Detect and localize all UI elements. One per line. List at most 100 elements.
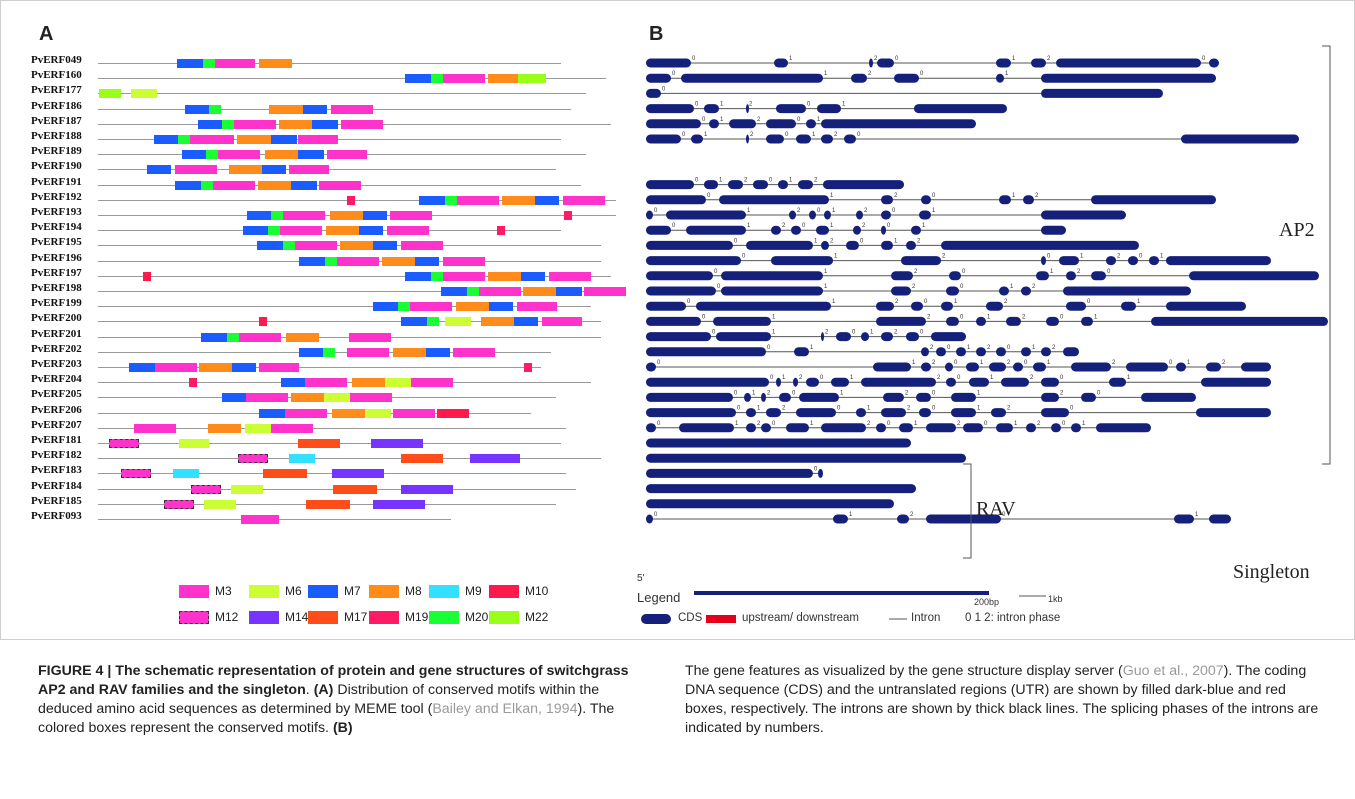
motif-box-m7 — [281, 378, 305, 388]
motif-box-m3 — [259, 363, 299, 372]
caption-a-cite[interactable]: Bailey and Elkan, 1994 — [432, 701, 578, 717]
motif-box-m7 — [201, 332, 227, 342]
cds-exon — [1041, 210, 1126, 220]
gene-label: PvERF185 — [31, 494, 82, 507]
motif-box-m3 — [218, 150, 260, 160]
intron-phase-mark: 0 — [785, 132, 789, 138]
intron-phase-mark: 2 — [942, 254, 946, 260]
motif-box-m8 — [199, 363, 232, 372]
motif-box-m7 — [556, 287, 582, 296]
intron-phase-mark: 0 — [1060, 375, 1064, 381]
intron-phase-mark: 2 — [799, 375, 803, 381]
gene-label: PvERF205 — [31, 388, 82, 401]
motif-box-m3 — [319, 180, 361, 190]
cds-exon — [646, 438, 911, 448]
cds-exon — [821, 423, 866, 433]
cds-legend-swatch — [641, 614, 671, 624]
cds-exon — [646, 377, 769, 387]
intron-phase-mark: 2 — [1032, 284, 1036, 290]
cds-exon — [776, 104, 806, 114]
caption-b-cite[interactable]: Guo et al., 2007 — [1122, 663, 1224, 679]
motif-box-m3 — [285, 408, 327, 418]
motif-box-m8 — [488, 74, 518, 84]
cds-exon — [1041, 256, 1046, 266]
cds-exon — [821, 134, 833, 144]
intron-phase-mark: 2 — [930, 345, 934, 351]
motif-box-m7 — [303, 104, 327, 114]
intron-phase-mark: 0 — [817, 208, 821, 214]
motif-box-m20 — [323, 347, 335, 357]
cds-exon — [646, 301, 686, 311]
cds-exon — [1059, 256, 1079, 266]
intron-phase-mark: 2 — [744, 178, 748, 184]
cds-exon — [796, 408, 836, 418]
cds-exon — [891, 271, 913, 281]
motif-box-m20 — [398, 302, 410, 312]
intron-phase-mark: 1 — [894, 238, 898, 244]
motif-box-m3 — [410, 302, 452, 312]
cds-exon — [821, 240, 829, 250]
intron-phase-mark: 1 — [810, 421, 814, 427]
intron-phase-mark: 0 — [692, 56, 696, 62]
motif-box-m7 — [514, 317, 538, 327]
intron-phase-mark: 1 — [812, 132, 816, 138]
caption-b-text2: ). The coding DNA sequence (CDS) and the… — [685, 663, 1319, 736]
cds-exon — [1141, 392, 1196, 402]
motif-box-m7 — [405, 74, 431, 84]
cds-exon — [966, 362, 979, 372]
cds-exon — [1051, 423, 1061, 433]
cds-exon — [746, 240, 813, 250]
intron-phase-mark: 2 — [1004, 299, 1008, 305]
gene-label: PvERF187 — [31, 114, 82, 127]
intron-phase-mark: 1 — [867, 406, 871, 412]
cds-exon — [861, 377, 936, 387]
motif-box-m14 — [332, 469, 384, 479]
intron-phase-mark: 0 — [1024, 360, 1028, 366]
intron-phase-mark: 2 — [937, 375, 941, 381]
motif-box-m8 — [332, 408, 365, 418]
intron-phase-mark: 1 — [1094, 314, 1098, 320]
cds-exon — [1081, 392, 1096, 402]
cds-exon — [1041, 377, 1059, 387]
cds-exon — [921, 347, 929, 357]
intron-phase-mark: 1 — [932, 208, 936, 214]
intron-phase-mark: 1 — [719, 178, 723, 184]
legend-swatch-m8 — [369, 585, 399, 598]
motif-box-m7 — [373, 241, 397, 251]
intron-phase-mark: 0 — [662, 86, 666, 92]
cds-exon — [945, 362, 953, 372]
intron-phase-mark: 0 — [920, 330, 924, 336]
motif-box-m3 — [331, 104, 373, 114]
cds-exon — [996, 73, 1004, 83]
cds-exon — [881, 195, 893, 205]
motif-box-m3 — [298, 135, 338, 144]
cds-exon — [951, 408, 976, 418]
cds-exon — [761, 423, 771, 433]
motif-box-m3 — [443, 271, 485, 281]
intron-phase-mark: 0 — [712, 330, 716, 336]
intron-phase-mark: 0 — [769, 178, 773, 184]
intron-phase-mark: 0 — [932, 390, 936, 396]
intron-phase-mark: 2 — [987, 345, 991, 351]
cds-exon — [716, 332, 771, 342]
cds-exon — [946, 286, 959, 296]
intron-phase-mark: 1 — [824, 269, 828, 275]
cds-exon — [861, 332, 869, 342]
panel-a-letter: A — [39, 23, 54, 45]
motif-box-m3 — [289, 165, 329, 175]
protein-backbone-line — [98, 367, 541, 368]
motif-box-m19 — [524, 363, 532, 372]
cds-exon — [881, 240, 893, 250]
gene-label: PvERF049 — [31, 54, 82, 66]
motif-box-m20 — [271, 211, 283, 220]
cds-exon — [876, 301, 894, 311]
intron-phase-mark: 0 — [672, 71, 676, 77]
legend-label-m3: M3 — [215, 584, 232, 598]
intron-phase-mark: 0 — [695, 102, 699, 108]
protein-backbone-line — [98, 306, 591, 308]
motif-box-m20 — [431, 74, 443, 84]
motif-box-m8 — [382, 256, 415, 266]
legend-swatch-m20 — [429, 611, 459, 624]
motif-box-m6 — [131, 89, 157, 99]
motif-box-m3 — [387, 226, 429, 236]
